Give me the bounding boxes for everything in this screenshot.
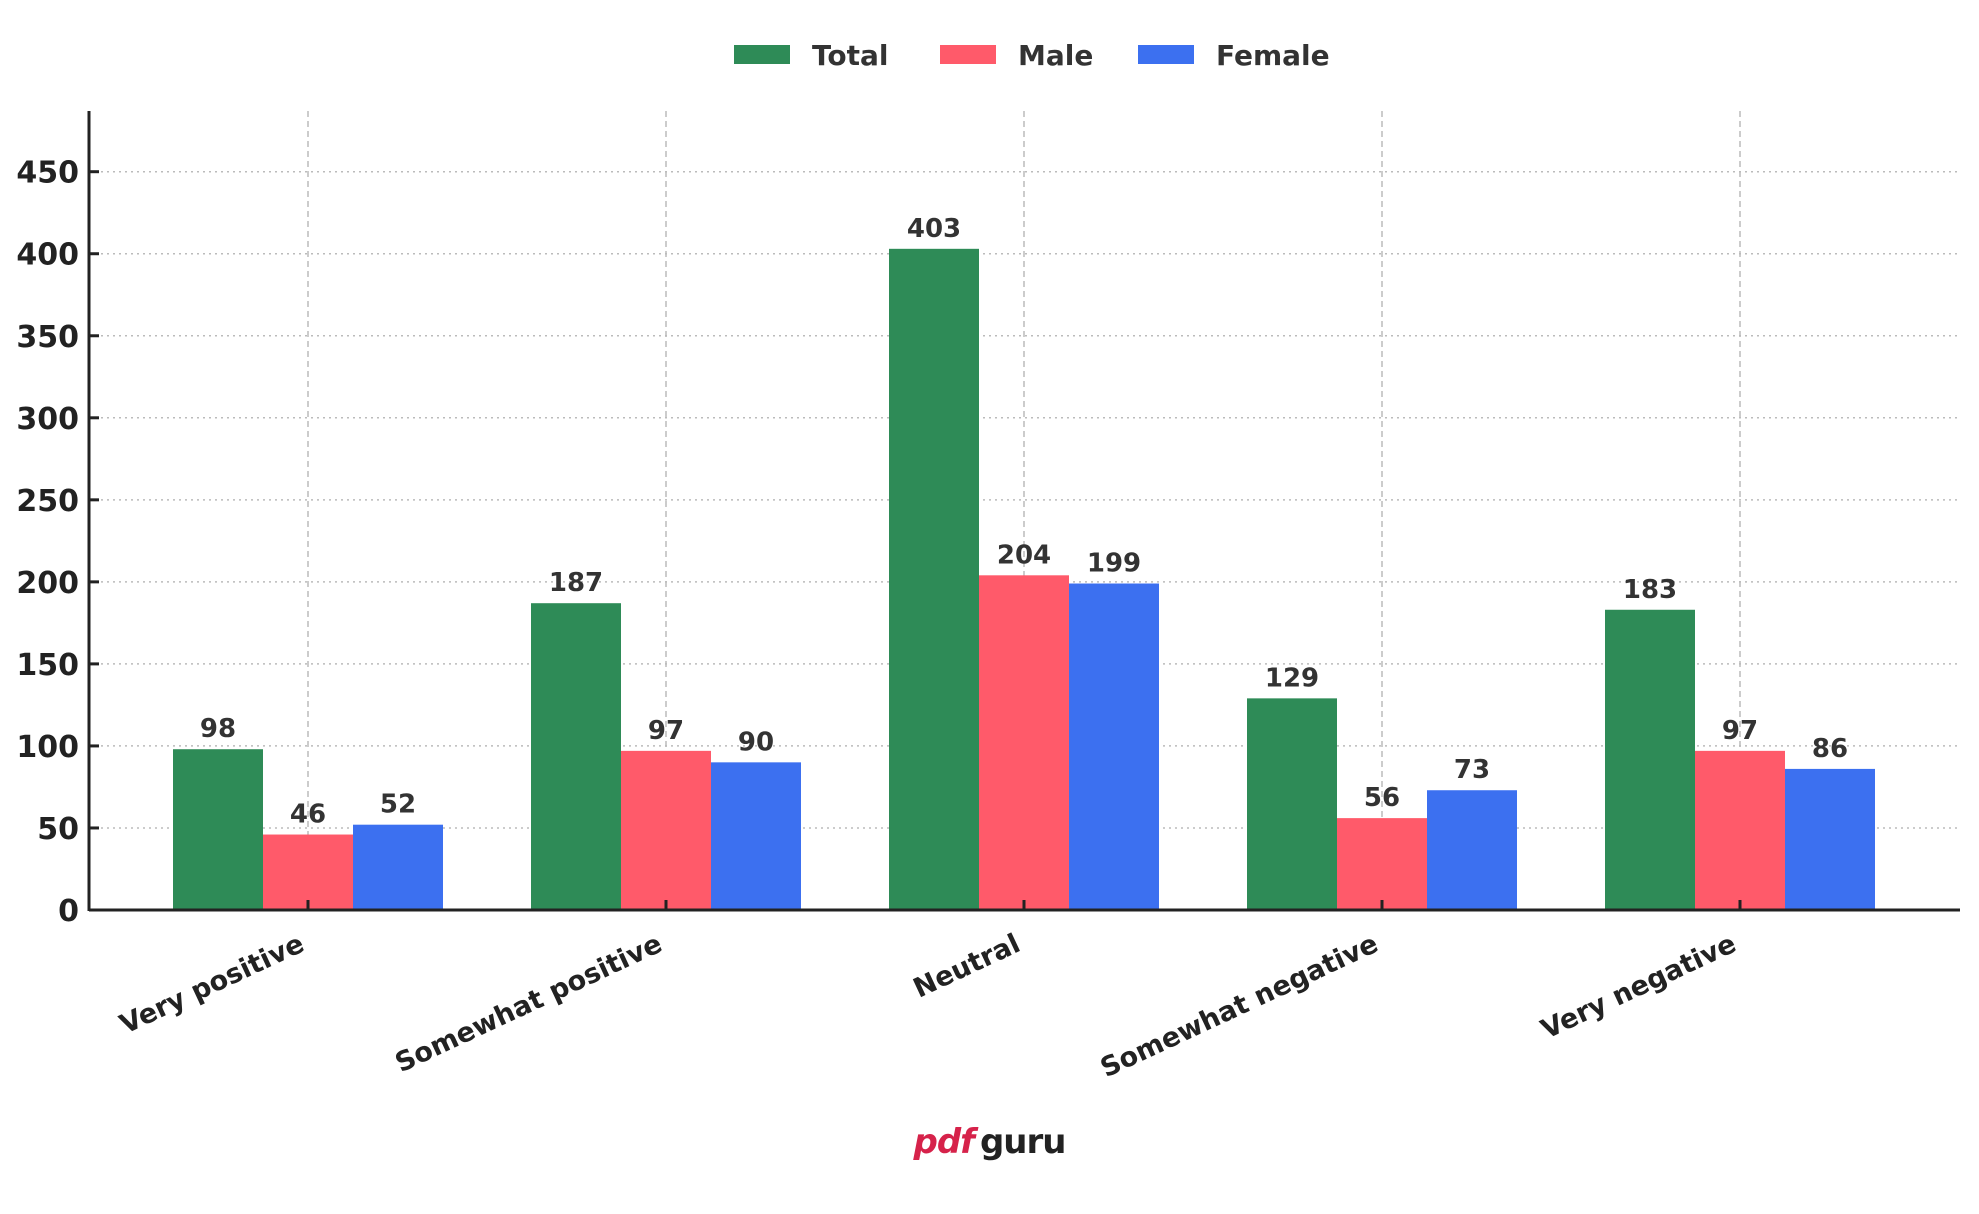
legend-label-male: Male [1018, 39, 1093, 72]
legend-swatch-female [1138, 45, 1194, 64]
y-tick-label: 200 [16, 566, 79, 601]
data-label: 187 [549, 568, 603, 598]
bar-male [1337, 818, 1427, 910]
y-tick-label: 150 [16, 648, 79, 683]
legend-swatch-total [734, 45, 790, 64]
x-tick-label: Very negative [1536, 928, 1741, 1045]
legend-swatch-male [940, 45, 996, 64]
data-label: 199 [1087, 549, 1141, 579]
watermark-pdf: pdf [913, 1122, 975, 1162]
x-tick-label: Somewhat negative [1096, 928, 1383, 1084]
data-label: 86 [1812, 734, 1848, 764]
data-label: 183 [1623, 575, 1677, 605]
bar-total [531, 603, 621, 910]
bar-male [979, 575, 1069, 910]
data-label: 73 [1454, 755, 1490, 785]
bar-total [1247, 698, 1337, 910]
bar-female [711, 762, 801, 910]
y-tick-label: 0 [58, 894, 79, 929]
data-label: 403 [907, 214, 961, 244]
bar-total [889, 248, 979, 911]
y-tick-label: 300 [16, 402, 79, 437]
bar-male [263, 834, 353, 910]
bar-female [1785, 768, 1875, 910]
y-tick-label: 350 [16, 320, 79, 355]
data-label: 52 [380, 790, 416, 820]
bar-total [173, 749, 263, 910]
data-label: 46 [290, 800, 326, 830]
data-label: 90 [738, 727, 774, 757]
x-tick-label: Very positive [115, 928, 309, 1040]
watermark-logo: pdf guru [0, 1122, 1979, 1162]
data-label: 97 [1722, 716, 1758, 746]
bar-male [1695, 750, 1785, 910]
y-tick-label: 400 [16, 238, 79, 273]
legend-label-total: Total [812, 39, 889, 72]
bar-male [621, 750, 711, 910]
bar-female [1069, 583, 1159, 910]
data-label: 98 [200, 714, 236, 744]
watermark-guru: guru [979, 1122, 1067, 1162]
legend-label-female: Female [1216, 39, 1330, 72]
x-tick-label: Neutral [909, 928, 1025, 1004]
data-label: 56 [1364, 783, 1400, 813]
y-tick-label: 250 [16, 484, 79, 519]
bar-female [1427, 790, 1517, 910]
data-label: 97 [648, 716, 684, 746]
data-label: 204 [997, 540, 1051, 570]
y-tick-label: 100 [16, 730, 79, 765]
bar-total [1605, 609, 1695, 910]
bar-female [353, 824, 443, 910]
x-tick-label: Somewhat positive [391, 928, 667, 1079]
y-tick-label: 450 [16, 156, 79, 191]
y-tick-label: 50 [37, 812, 79, 847]
data-label: 129 [1265, 663, 1319, 693]
